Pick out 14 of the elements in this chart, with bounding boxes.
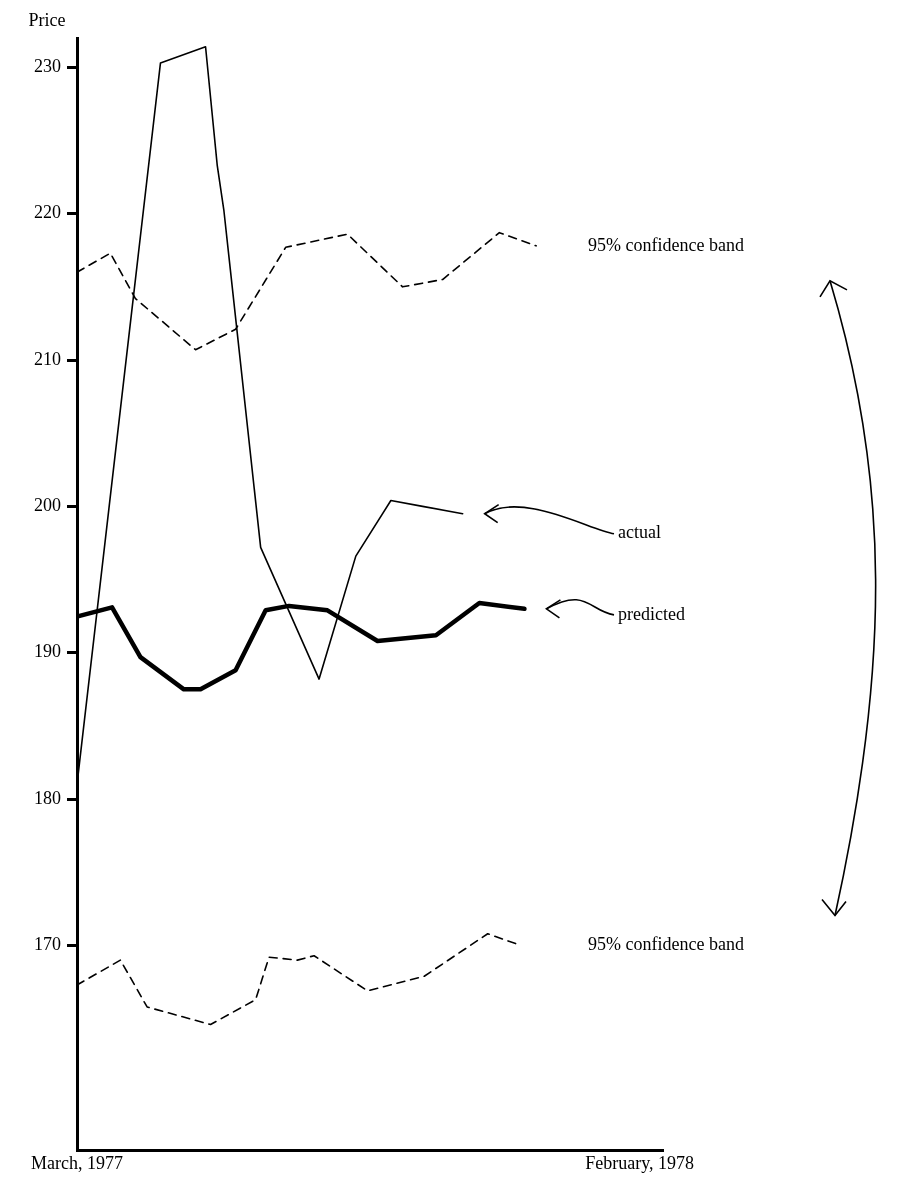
y-axis-title: Price: [28, 9, 66, 30]
y-tick-label: 210: [34, 348, 61, 369]
y-tick-label: 170: [34, 934, 61, 955]
text: 95% confidence band: [588, 934, 744, 955]
y-tick-label: 230: [34, 56, 61, 77]
x-tick-label: March, 1977: [31, 1152, 123, 1173]
text: 95% confidence band: [588, 234, 744, 255]
x-tick-label: February, 1978: [585, 1152, 695, 1173]
y-tick-label: 180: [34, 787, 61, 808]
y-tick-label: 220: [34, 202, 61, 223]
y-tick-label: 200: [34, 495, 61, 516]
legend-label: predicted: [618, 603, 685, 624]
y-tick-label: 190: [34, 641, 61, 662]
text: actual: [618, 522, 661, 543]
